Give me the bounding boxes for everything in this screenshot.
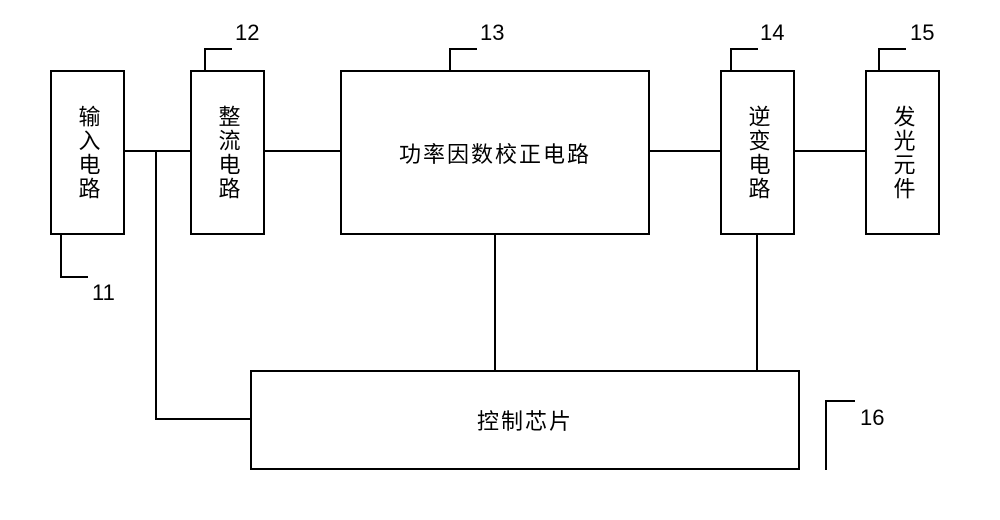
leader-12-v <box>204 48 206 70</box>
leader-12-h <box>204 48 232 50</box>
leader-16-h <box>825 400 855 402</box>
block-light-element: 发光元件 <box>865 70 940 235</box>
leader-16-v <box>825 400 827 470</box>
leader-15-h <box>878 48 906 50</box>
block-label: 控制芯片 <box>477 404 573 436</box>
block-input-circuit: 输入电路 <box>50 70 125 235</box>
label-11: 11 <box>92 280 115 306</box>
connector-14-16 <box>756 235 758 370</box>
connector-12-13 <box>265 150 340 152</box>
leader-13-v <box>449 48 451 70</box>
label-13: 13 <box>480 20 504 46</box>
block-label: 功率因数校正电路 <box>399 137 591 169</box>
block-pfc: 功率因数校正电路 <box>340 70 650 235</box>
block-rectifier: 整流电路 <box>190 70 265 235</box>
label-16: 16 <box>860 405 884 431</box>
block-inverter: 逆变电路 <box>720 70 795 235</box>
label-15: 15 <box>910 20 934 46</box>
label-14: 14 <box>760 20 784 46</box>
connector-11-16-v <box>155 150 157 420</box>
leader-14-h <box>730 48 758 50</box>
leader-15-v <box>878 48 880 70</box>
leader-13-h <box>449 48 477 50</box>
connector-13-16 <box>494 235 496 370</box>
connector-11-12 <box>125 150 190 152</box>
leader-11-v <box>60 235 62 278</box>
block-control-chip: 控制芯片 <box>250 370 800 470</box>
leader-14-v <box>730 48 732 70</box>
connector-13-14 <box>650 150 720 152</box>
leader-11-h <box>60 276 88 278</box>
block-label: 发光元件 <box>887 105 919 201</box>
block-label: 整流电路 <box>212 105 244 201</box>
block-label: 逆变电路 <box>742 105 774 201</box>
connector-14-15 <box>795 150 865 152</box>
block-diagram: 输入电路 整流电路 功率因数校正电路 逆变电路 发光元件 控制芯片 11 12 … <box>0 0 1000 520</box>
connector-11-16-h <box>155 418 250 420</box>
block-label: 输入电路 <box>72 105 104 201</box>
label-12: 12 <box>235 20 259 46</box>
